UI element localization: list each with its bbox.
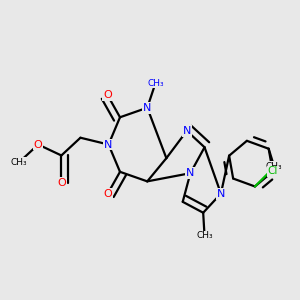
Text: O: O [34,140,43,149]
Text: Cl: Cl [268,167,278,176]
Text: O: O [57,178,66,188]
Text: N: N [217,189,225,199]
Text: CH₃: CH₃ [196,231,213,240]
Text: CH₃: CH₃ [11,158,27,167]
Text: O: O [103,189,112,199]
Text: O: O [103,91,112,100]
Text: CH₃: CH₃ [147,79,164,88]
Text: CH₃: CH₃ [266,162,282,171]
Text: N: N [104,140,113,149]
Text: N: N [143,103,152,113]
Text: N: N [183,126,191,136]
Text: N: N [186,168,195,178]
